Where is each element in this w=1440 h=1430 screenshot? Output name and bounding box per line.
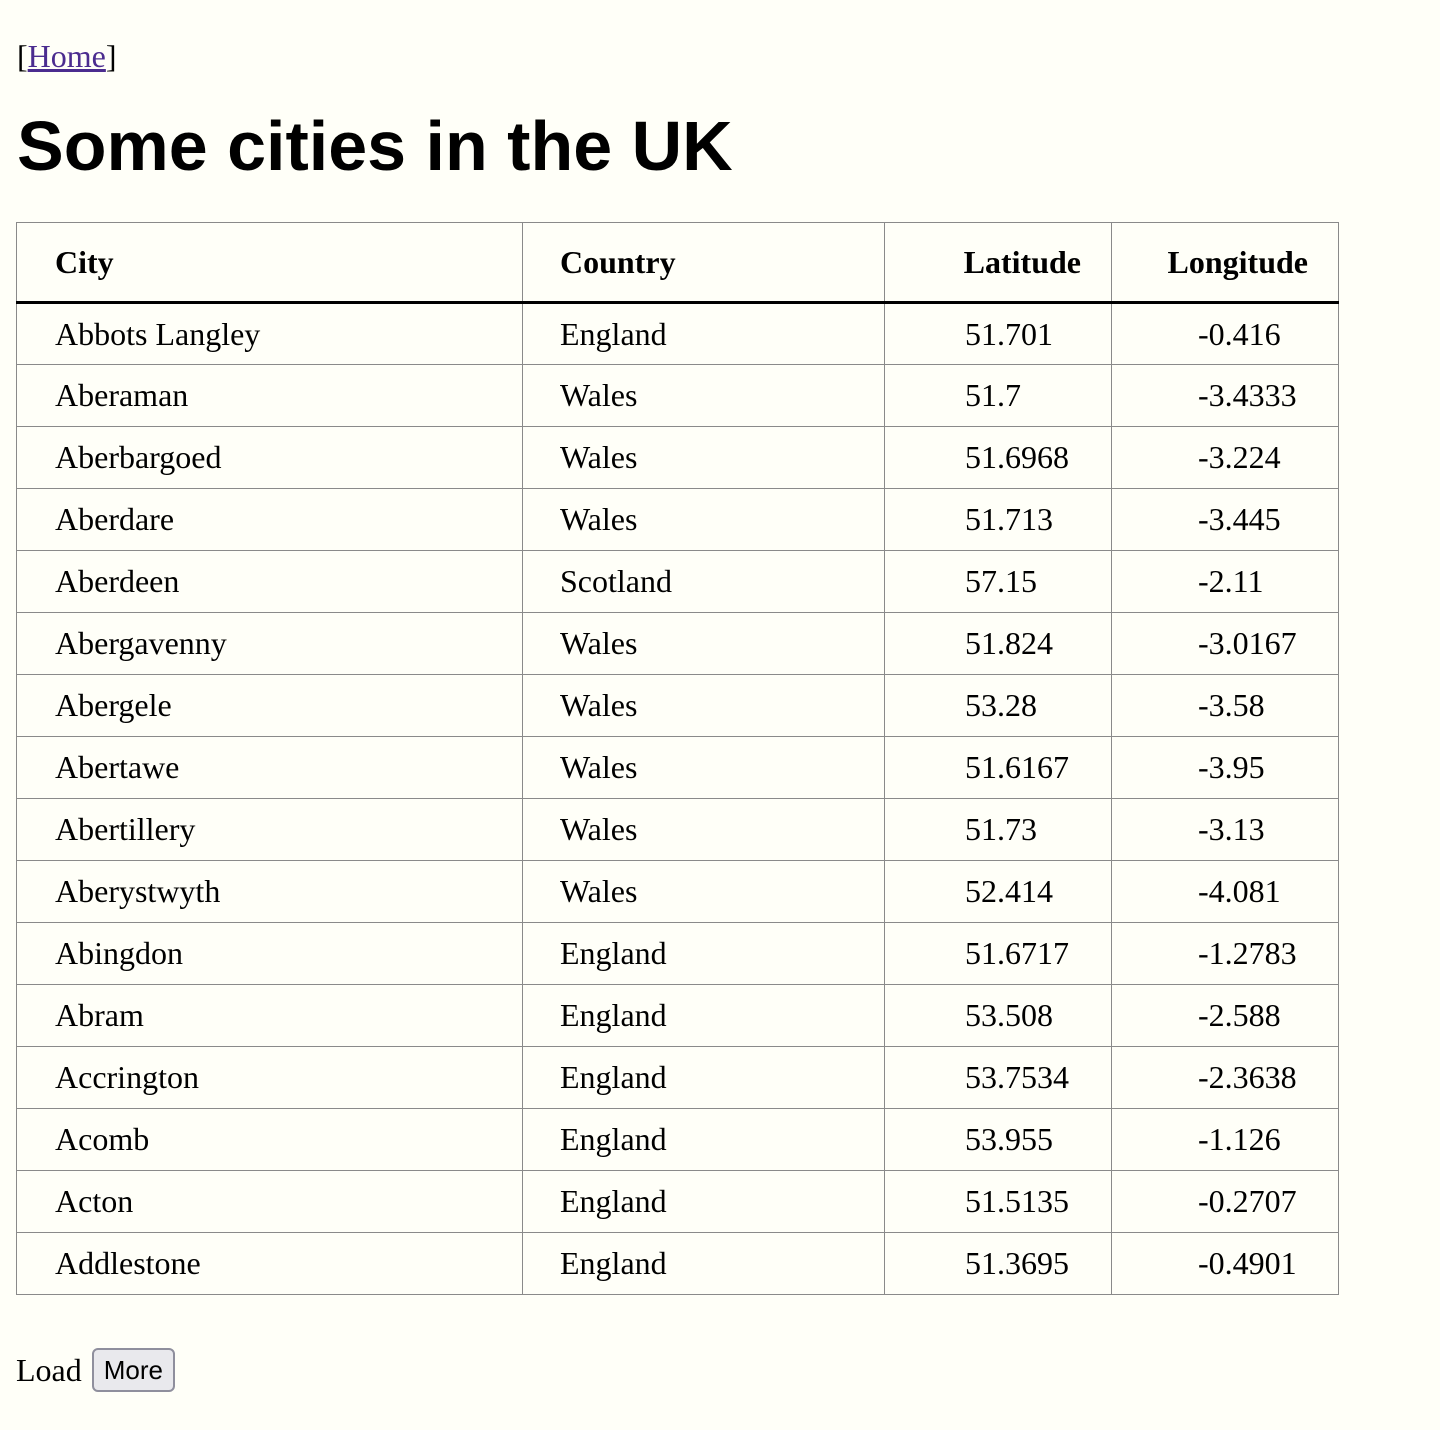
cell-longitude: -4.081 bbox=[1111, 860, 1339, 923]
table-header-row: City Country Latitude Longitude bbox=[16, 222, 1339, 304]
cities-table: City Country Latitude Longitude Abbots L… bbox=[16, 222, 1339, 1295]
cell-country: Wales bbox=[522, 736, 885, 799]
cell-longitude: -1.2783 bbox=[1111, 922, 1339, 985]
table-row: Aberystwyth Wales 52.414 -4.081 bbox=[16, 860, 1339, 923]
cell-country: England bbox=[522, 1170, 885, 1233]
table-row: Abertawe Wales 51.6167 -3.95 bbox=[16, 736, 1339, 799]
cell-city: Abbots Langley bbox=[16, 302, 523, 365]
cell-latitude: 53.7534 bbox=[884, 1046, 1112, 1109]
cell-longitude: -3.95 bbox=[1111, 736, 1339, 799]
nav-close-bracket: ] bbox=[105, 38, 117, 74]
table-row: Acton England 51.5135 -0.2707 bbox=[16, 1170, 1339, 1233]
cell-city: Acton bbox=[16, 1170, 523, 1233]
cell-city: Abertawe bbox=[16, 736, 523, 799]
table-row: Abbots Langley England 51.701 -0.416 bbox=[16, 302, 1339, 365]
cell-country: England bbox=[522, 1108, 885, 1171]
cell-city: Aberdeen bbox=[16, 550, 523, 613]
cell-latitude: 51.7 bbox=[884, 364, 1112, 427]
table-body: Abbots Langley England 51.701 -0.416 Aberama… bbox=[16, 302, 1339, 1295]
header-latitude: Latitude bbox=[884, 222, 1112, 304]
table-row: Abergavenny Wales 51.824 -3.0167 bbox=[16, 612, 1339, 675]
cell-longitude: -0.4901 bbox=[1111, 1232, 1339, 1295]
cell-latitude: 52.414 bbox=[884, 860, 1112, 923]
cell-latitude: 51.6167 bbox=[884, 736, 1112, 799]
table-row: Accrington England 53.7534 -2.3638 bbox=[16, 1046, 1339, 1109]
cell-longitude: -0.2707 bbox=[1111, 1170, 1339, 1233]
cell-latitude: 53.28 bbox=[884, 674, 1112, 737]
cell-latitude: 51.713 bbox=[884, 488, 1112, 551]
cell-latitude: 57.15 bbox=[884, 550, 1112, 613]
cell-country: England bbox=[522, 984, 885, 1047]
home-link[interactable]: Home bbox=[27, 38, 106, 74]
cell-country: England bbox=[522, 1046, 885, 1109]
table-row: Abingdon England 51.6717 -1.2783 bbox=[16, 922, 1339, 985]
cell-latitude: 51.824 bbox=[884, 612, 1112, 675]
cell-country: Wales bbox=[522, 488, 885, 551]
cell-city: Abram bbox=[16, 984, 523, 1047]
cell-longitude: -1.126 bbox=[1111, 1108, 1339, 1171]
cell-city: Abergavenny bbox=[16, 612, 523, 675]
header-city: City bbox=[16, 222, 523, 304]
table-row: Aberdare Wales 51.713 -3.445 bbox=[16, 488, 1339, 551]
page-title: Some cities in the UK bbox=[17, 107, 733, 185]
cell-country: Scotland bbox=[522, 550, 885, 613]
cell-city: Abergele bbox=[16, 674, 523, 737]
table-row: Addlestone England 51.3695 -0.4901 bbox=[16, 1232, 1339, 1295]
cell-city: Abertillery bbox=[16, 798, 523, 861]
table-row: Aberbargoed Wales 51.6968 -3.224 bbox=[16, 426, 1339, 489]
table-row: Abram England 53.508 -2.588 bbox=[16, 984, 1339, 1047]
cell-country: Wales bbox=[522, 674, 885, 737]
cell-longitude: -2.3638 bbox=[1111, 1046, 1339, 1109]
cell-latitude: 51.6717 bbox=[884, 922, 1112, 985]
cell-city: Accrington bbox=[16, 1046, 523, 1109]
cell-city: Abingdon bbox=[16, 922, 523, 985]
nav-breadcrumb: [Home] bbox=[17, 36, 117, 76]
cell-longitude: -0.416 bbox=[1111, 302, 1339, 365]
cell-latitude: 51.6968 bbox=[884, 426, 1112, 489]
header-longitude: Longitude bbox=[1111, 222, 1339, 304]
cell-country: Wales bbox=[522, 798, 885, 861]
cell-city: Aberystwyth bbox=[16, 860, 523, 923]
cell-city: Aberdare bbox=[16, 488, 523, 551]
cell-longitude: -2.588 bbox=[1111, 984, 1339, 1047]
cell-longitude: -3.445 bbox=[1111, 488, 1339, 551]
table-row: Abertillery Wales 51.73 -3.13 bbox=[16, 798, 1339, 861]
load-more: Load More bbox=[16, 1348, 175, 1392]
more-button[interactable]: More bbox=[91, 1348, 175, 1392]
table-row: Abergele Wales 53.28 -3.58 bbox=[16, 674, 1339, 737]
table-row: Acomb England 53.955 -1.126 bbox=[16, 1108, 1339, 1171]
cell-city: Aberaman bbox=[16, 364, 523, 427]
cell-country: Wales bbox=[522, 612, 885, 675]
cell-country: England bbox=[522, 302, 885, 365]
cell-city: Acomb bbox=[16, 1108, 523, 1171]
cell-longitude: -3.13 bbox=[1111, 798, 1339, 861]
cell-city: Aberbargoed bbox=[16, 426, 523, 489]
cell-longitude: -3.58 bbox=[1111, 674, 1339, 737]
cell-longitude: -3.224 bbox=[1111, 426, 1339, 489]
cell-latitude: 51.3695 bbox=[884, 1232, 1112, 1295]
cell-longitude: -3.0167 bbox=[1111, 612, 1339, 675]
cell-latitude: 53.955 bbox=[884, 1108, 1112, 1171]
cell-country: England bbox=[522, 922, 885, 985]
cell-longitude: -3.4333 bbox=[1111, 364, 1339, 427]
cell-country: Wales bbox=[522, 860, 885, 923]
nav-open-bracket: [ bbox=[17, 38, 28, 74]
cell-latitude: 53.508 bbox=[884, 984, 1112, 1047]
cell-longitude: -2.11 bbox=[1111, 550, 1339, 613]
cell-latitude: 51.5135 bbox=[884, 1170, 1112, 1233]
cell-country: Wales bbox=[522, 426, 885, 489]
load-label: Load bbox=[16, 1352, 82, 1388]
cell-latitude: 51.701 bbox=[884, 302, 1112, 365]
cell-city: Addlestone bbox=[16, 1232, 523, 1295]
cell-latitude: 51.73 bbox=[884, 798, 1112, 861]
table-row: Aberdeen Scotland 57.15 -2.11 bbox=[16, 550, 1339, 613]
cell-country: Wales bbox=[522, 364, 885, 427]
cell-country: England bbox=[522, 1232, 885, 1295]
header-country: Country bbox=[522, 222, 885, 304]
table-row: Aberaman Wales 51.7 -3.4333 bbox=[16, 364, 1339, 427]
